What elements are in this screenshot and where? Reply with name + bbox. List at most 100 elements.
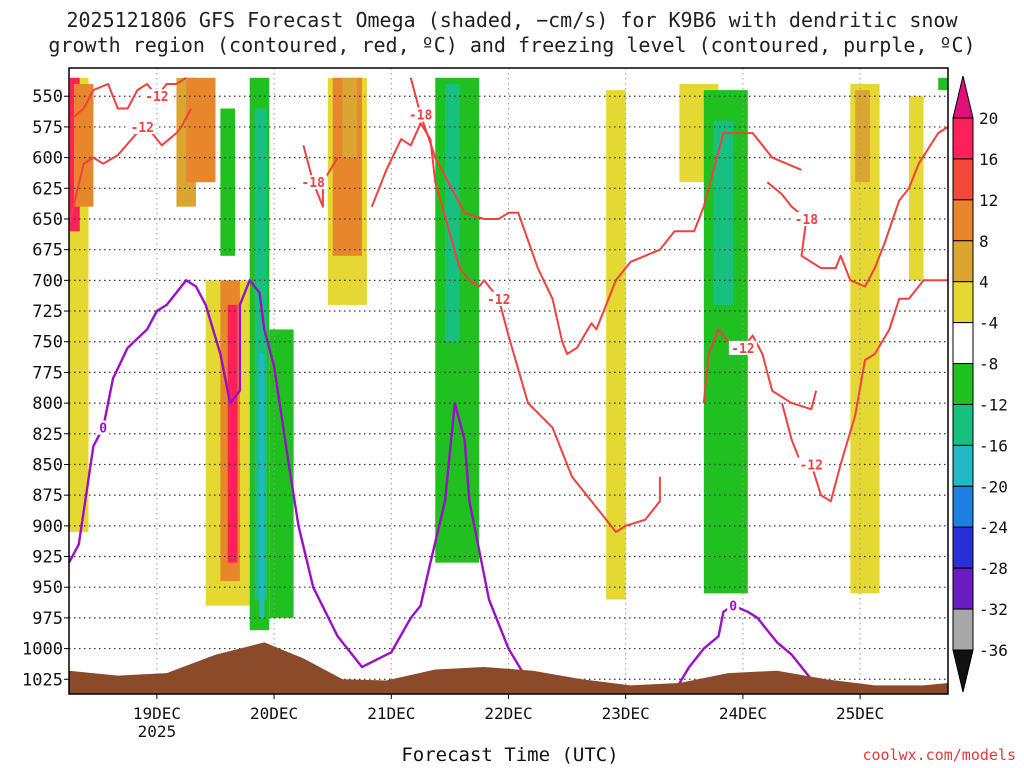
y-tick-label-875: 875	[32, 486, 63, 506]
dgz-contour-6-label-bg	[792, 211, 821, 226]
colorbar-segment-2	[952, 199, 974, 242]
colorbar-label--28: -28	[979, 559, 1008, 578]
colorbar-segment-11	[952, 567, 974, 610]
y-tick-label-825: 825	[32, 425, 63, 445]
y-tick-label-900: 900	[32, 517, 63, 537]
x-tick-label-23DEC: 23DEC	[602, 704, 650, 723]
colorbar-label--8: -8	[979, 355, 998, 374]
omega-region-2	[73, 83, 94, 207]
dgz-contour-0-label-bg	[142, 89, 171, 104]
colorbar: 20 16 12 8 4 -4 -8 -12 -16 -20 -24 -28 -32 -36	[952, 75, 1008, 693]
y-tick-label-750: 750	[32, 333, 63, 353]
y-tick-label-650: 650	[32, 210, 63, 230]
credit-text: coolwx.com/models	[862, 746, 1016, 764]
x-tick-label-22DEC: 22DEC	[484, 704, 532, 723]
freezing-level-contour-0-label: 0	[99, 422, 107, 437]
colorbar-label-16: 16	[979, 150, 998, 169]
dgz-contour-7-label: -12	[800, 458, 823, 473]
x-tick-label-20DEC: 20DEC	[250, 704, 298, 723]
freezing-level-contour-0-label-bg	[97, 420, 110, 435]
freezing-level-contour-1	[673, 604, 827, 693]
x-tick-sublabel-19DEC: 2025	[138, 722, 177, 741]
dgz-contour-3-label: -12	[487, 293, 510, 308]
colorbar-segment-8	[952, 444, 974, 487]
colorbar-label--20: -20	[979, 477, 1008, 496]
y-tick-label-625: 625	[32, 179, 63, 199]
dgz-contour-2-label-bg	[299, 175, 328, 190]
colorbar-segment-6	[952, 363, 974, 405]
dgz-contour-5-label: -12	[731, 342, 754, 357]
colorbar-label-4: 4	[979, 273, 989, 292]
y-tick-label-975: 975	[32, 609, 63, 629]
dgz-contour-2	[302, 145, 339, 208]
colorbar-label--16: -16	[979, 436, 1008, 455]
omega-region-25	[938, 77, 948, 91]
chart-title: 2025121806 GFS Forecast Omega (shaded, −…	[0, 8, 1024, 58]
y-tick-label-950: 950	[32, 578, 63, 598]
x-tick-label-21DEC: 21DEC	[367, 704, 415, 723]
y-tick-label-850: 850	[32, 455, 63, 475]
dgz-contour-2-label: -18	[301, 176, 325, 191]
y-tick-label-1025: 1025	[22, 670, 63, 690]
dgz-contour-5-label-bg	[728, 340, 757, 355]
dgz-contour-1-label-bg	[128, 119, 157, 134]
y-tick-label-1000: 1000	[22, 640, 63, 660]
colorbar-label--12: -12	[979, 395, 1008, 414]
colorbar-segment-9	[952, 485, 974, 528]
terrain-surface	[69, 642, 948, 694]
colorbar-segment-10	[952, 526, 974, 569]
omega-region-8	[220, 108, 236, 256]
omega-region-15	[342, 77, 358, 158]
colorbar-segment-gray	[952, 608, 974, 651]
omega-region-21	[713, 120, 734, 305]
y-tick-label-800: 800	[32, 394, 63, 414]
x-tick-label-25DEC: 25DEC	[836, 704, 884, 723]
y-tick-label-550: 550	[32, 87, 63, 107]
colorbar-label--24: -24	[979, 518, 1008, 537]
freezing-level-contour-0	[69, 279, 539, 687]
y-tick-label-725: 725	[32, 302, 63, 322]
dgz-contour-4-label: -18	[409, 109, 433, 124]
freezing-level-contour-1-label-bg	[727, 598, 740, 613]
dgz-contour-0-label: -12	[145, 90, 168, 105]
y-tick-label-675: 675	[32, 241, 63, 261]
x-tick-label-24DEC: 24DEC	[719, 704, 767, 723]
y-tick-label-925: 925	[32, 548, 63, 568]
y-tick-label-775: 775	[32, 363, 63, 383]
dgz-contour-1-label: -12	[131, 121, 154, 136]
colorbar-label--36: -36	[979, 641, 1008, 660]
y-tick-label-700: 700	[32, 271, 63, 291]
dgz-contour-0	[69, 76, 187, 122]
colorbar-label--32: -32	[979, 600, 1008, 619]
title-line-2: growth region (contoured, red, ºC) and f…	[48, 33, 976, 57]
colorbar-top-triangle	[952, 75, 974, 119]
colorbar-label--4: -4	[979, 314, 998, 333]
omega-region-11	[259, 353, 265, 618]
colorbar-label-8: 8	[979, 232, 989, 251]
colorbar-segment-5	[952, 322, 974, 365]
y-tick-label-600: 600	[32, 149, 63, 169]
omega-region-23	[855, 90, 870, 183]
title-line-1: 2025121806 GFS Forecast Omega (shaded, −…	[66, 8, 958, 32]
omega-region-4	[186, 77, 216, 183]
dgz-contour-3-label-bg	[484, 291, 513, 306]
colorbar-segment-0	[952, 117, 974, 160]
dgz-contour-6-label: -18	[795, 213, 819, 228]
dgz-contour-4	[409, 77, 802, 355]
colorbar-label-12: 12	[979, 191, 998, 210]
colorbar-segment-3	[952, 240, 974, 283]
axes: 550 575 600 625 650 675 700 725 750 775 800 825 850 8…	[22, 67, 949, 741]
x-tick-label-19DEC: 19DEC	[133, 704, 181, 723]
x-axis-title: Forecast Time (UTC)	[401, 744, 619, 766]
omega-region-18	[606, 90, 626, 600]
colorbar-segment-1	[952, 158, 974, 201]
dgz-contour-5	[702, 328, 818, 411]
dgz-contour-7-label-bg	[797, 457, 826, 472]
y-tick-label-575: 575	[32, 118, 63, 138]
colorbar-segment-4	[952, 281, 974, 324]
omega-region-7	[227, 304, 238, 563]
colorbar-bottom-triangle	[952, 649, 974, 693]
dgz-contour-4-label-bg	[406, 107, 435, 122]
colorbar-label-20: 20	[979, 109, 998, 128]
